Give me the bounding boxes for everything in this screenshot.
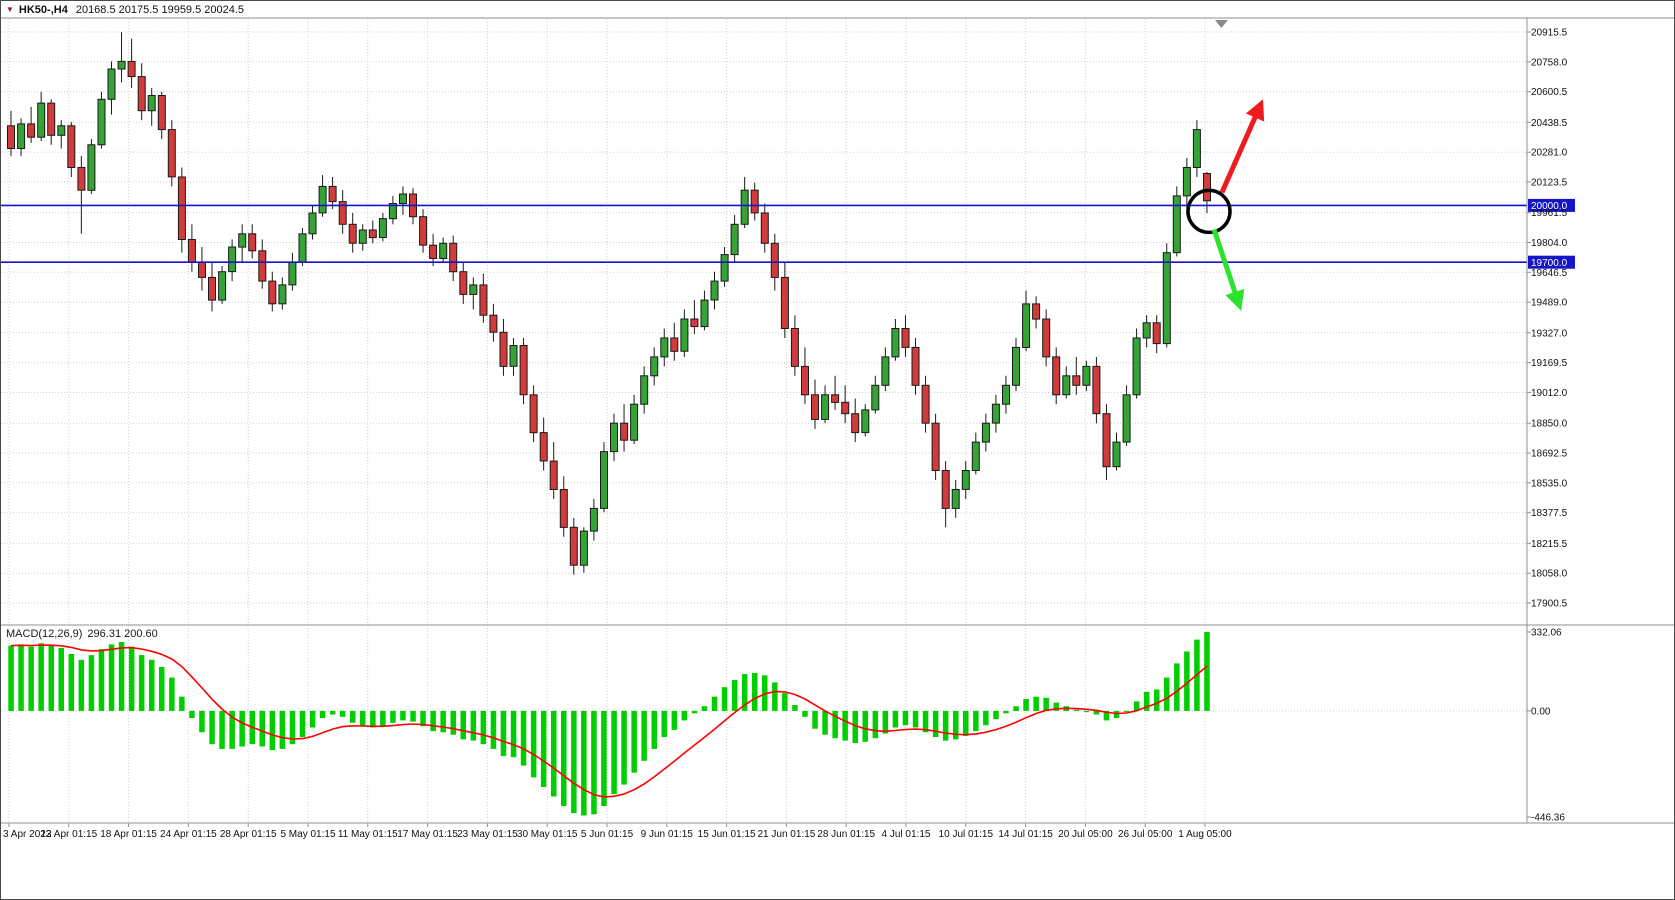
symbol-timeframe-label: HK50-,H4	[18, 4, 68, 16]
svg-text:17900.5: 17900.5	[1531, 599, 1568, 610]
symbol-info-bar: ▼ HK50-,H4 20168.5 20175.5 19959.5 20024.5	[6, 3, 244, 17]
svg-text:17 May 01:15: 17 May 01:15	[397, 829, 458, 840]
price-level-badge-19700.0: 19700.0	[1528, 255, 1575, 269]
candles-layer	[7, 32, 1211, 575]
svg-text:18215.5: 18215.5	[1531, 539, 1568, 550]
svg-text:4 Jul 01:15: 4 Jul 01:15	[882, 829, 931, 840]
svg-text:12 Apr 01:15: 12 Apr 01:15	[40, 829, 97, 840]
svg-text:3 Apr 2023: 3 Apr 2023	[3, 829, 52, 840]
macd-name: MACD(12,26,9)	[6, 628, 83, 640]
macd-values-readout: 296.31 200.60	[87, 628, 158, 640]
svg-text:18692.5: 18692.5	[1531, 449, 1568, 460]
svg-text:20 Jul 05:00: 20 Jul 05:00	[1058, 829, 1113, 840]
svg-text:19012.0: 19012.0	[1531, 388, 1568, 399]
svg-text:18377.5: 18377.5	[1531, 508, 1568, 519]
svg-text:30 May 01:15: 30 May 01:15	[517, 829, 578, 840]
macd-axis-labels: 332.06 0.00 -446.36	[1531, 628, 1565, 824]
macd-signal-line	[10, 644, 1208, 798]
svg-text:20915.5: 20915.5	[1531, 28, 1568, 39]
svg-text:23 May 01:15: 23 May 01:15	[457, 829, 518, 840]
macd-indicator-label: MACD(12,26,9) 296.31 200.60	[6, 628, 158, 641]
svg-text:20438.5: 20438.5	[1531, 118, 1568, 129]
svg-text:14 Jul 01:15: 14 Jul 01:15	[998, 829, 1053, 840]
svg-text:18058.0: 18058.0	[1531, 569, 1568, 580]
svg-text:20000.0: 20000.0	[1531, 201, 1568, 212]
grid-lines	[1, 19, 1527, 822]
svg-text:5 Jun 01:15: 5 Jun 01:15	[581, 829, 634, 840]
svg-text:24 Apr 01:15: 24 Apr 01:15	[160, 829, 217, 840]
svg-text:18535.0: 18535.0	[1531, 478, 1568, 489]
svg-text:9 Jun 01:15: 9 Jun 01:15	[641, 829, 694, 840]
svg-text:19327.0: 19327.0	[1531, 328, 1568, 339]
svg-text:20758.0: 20758.0	[1531, 57, 1568, 68]
svg-text:20281.0: 20281.0	[1531, 148, 1568, 159]
svg-text:15 Jun 01:15: 15 Jun 01:15	[698, 829, 756, 840]
analysis-annotations[interactable]	[1186, 99, 1265, 311]
svg-text:19961.5: 19961.5	[1531, 208, 1568, 219]
svg-text:20123.5: 20123.5	[1531, 178, 1568, 189]
svg-text:11 May 01:15: 11 May 01:15	[338, 829, 398, 840]
svg-text:20600.5: 20600.5	[1531, 87, 1568, 98]
svg-text:19489.0: 19489.0	[1531, 298, 1568, 309]
bearish-arrow-annotation[interactable]	[1211, 228, 1245, 311]
svg-text:332.06: 332.06	[1531, 628, 1562, 639]
panel-separators	[1, 17, 1674, 827]
svg-text:19646.5: 19646.5	[1531, 268, 1568, 279]
symbol-marker-icon: ▼	[6, 5, 14, 15]
price-level-badge-20000.0: 20000.0	[1528, 198, 1575, 212]
price-axis-labels: 20915.5 20758.0 20600.5 20438.5 20281.0 20123…	[1531, 28, 1568, 610]
breakout-circle-annotation[interactable]	[1186, 188, 1232, 235]
svg-text:21 Jun 01:15: 21 Jun 01:15	[757, 829, 815, 840]
svg-text:26 Jul 05:00: 26 Jul 05:00	[1118, 829, 1173, 840]
svg-text:10 Jul 01:15: 10 Jul 01:15	[939, 829, 994, 840]
svg-text:28 Jun 01:15: 28 Jun 01:15	[817, 829, 875, 840]
svg-text:28 Apr 01:15: 28 Apr 01:15	[220, 829, 277, 840]
svg-text:0.00: 0.00	[1531, 706, 1551, 717]
ohlc-readout: 20168.5 20175.5 19959.5 20024.5	[75, 4, 245, 16]
svg-text:5 May 01:15: 5 May 01:15	[280, 829, 335, 840]
svg-text:19169.5: 19169.5	[1531, 358, 1568, 369]
svg-text:18 Apr 01:15: 18 Apr 01:15	[100, 829, 157, 840]
svg-text:-446.36: -446.36	[1531, 813, 1565, 824]
svg-text:18850.0: 18850.0	[1531, 419, 1568, 430]
chart-shift-marker-icon[interactable]	[1214, 20, 1228, 28]
svg-text:1 Aug 05:00: 1 Aug 05:00	[1178, 829, 1232, 840]
svg-text:19700.0: 19700.0	[1531, 258, 1568, 269]
svg-text:19804.0: 19804.0	[1531, 238, 1568, 249]
bullish-arrow-annotation[interactable]	[1219, 99, 1265, 194]
